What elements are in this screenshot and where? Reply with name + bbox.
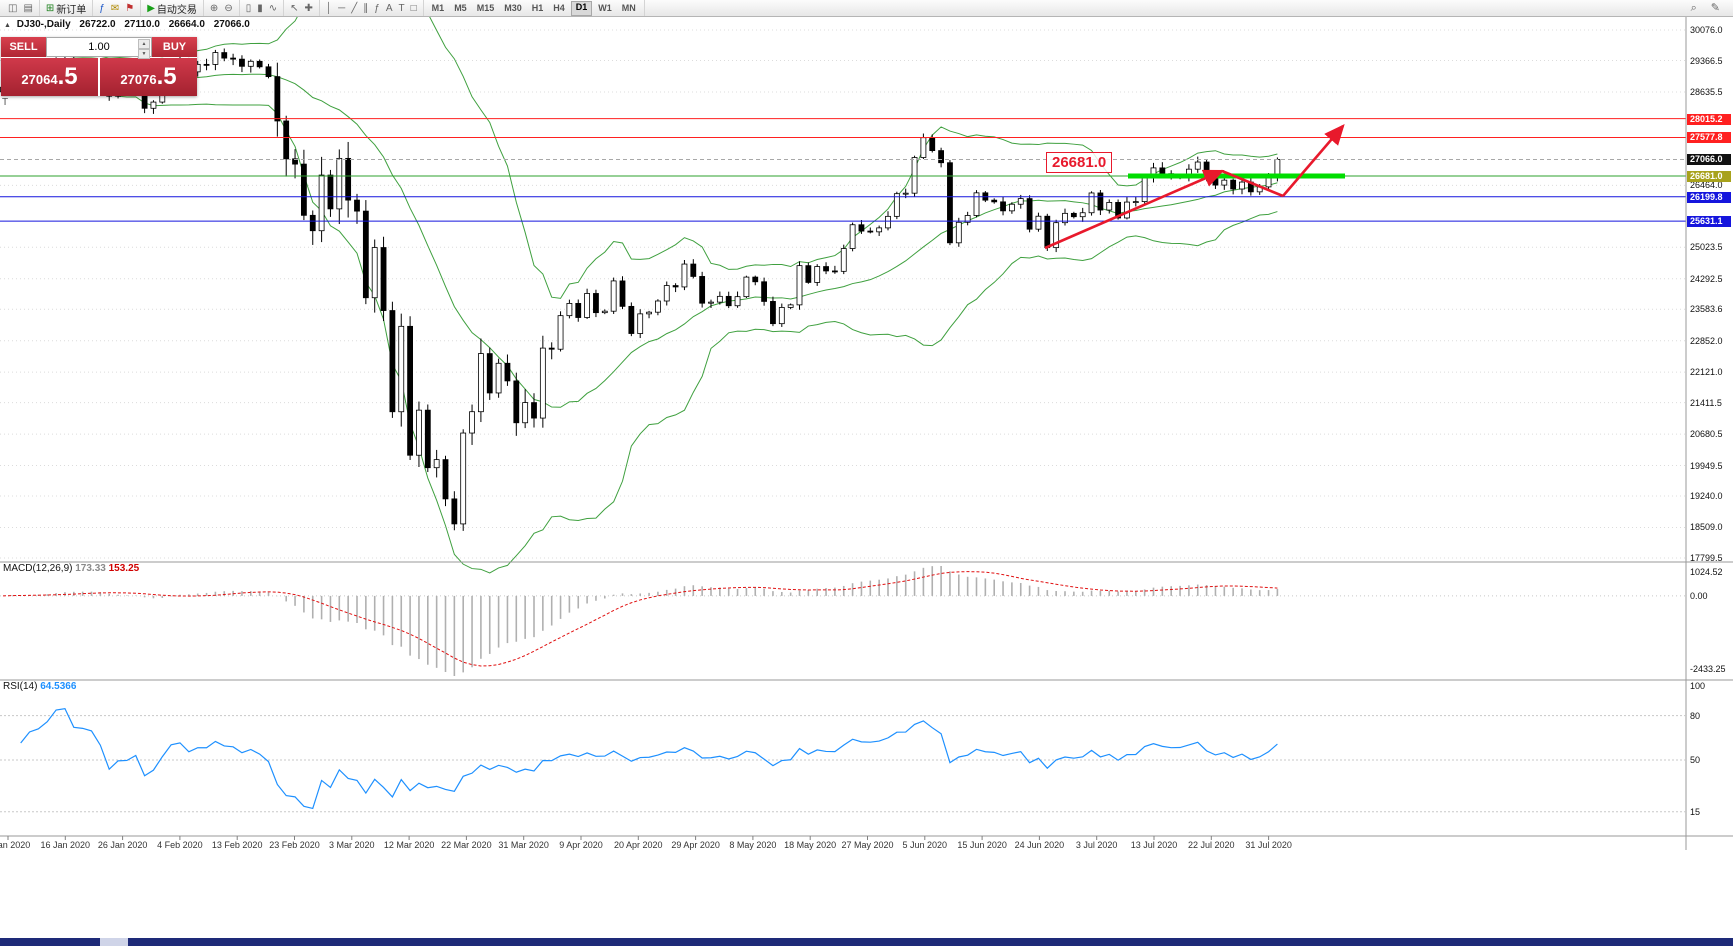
timeframe-w1[interactable]: W1 — [598, 2, 612, 13]
zoom-in-icon[interactable]: ⊕ — [209, 2, 219, 14]
ohlc-close: 27066.0 — [213, 19, 250, 30]
timeframe-d1[interactable]: D1 — [570, 0, 593, 16]
level-lines — [0, 118, 1686, 222]
chart-ohlc-line: ▲ DJ30-,Daily 26722.0 27110.0 26664.0 27… — [4, 19, 256, 30]
timeframe-mn[interactable]: MN — [621, 2, 636, 13]
chart-profiles-icon[interactable]: ▤ — [23, 2, 33, 14]
timeframe-m1[interactable]: M1 — [431, 2, 445, 13]
volume-up-icon[interactable]: ▲ — [138, 39, 150, 49]
one-click-trading: SELL 1.00 ▲ ▼ BUY 27064.5 27076.5 — [1, 37, 197, 96]
autotrade-button[interactable]: ▶ 自动交易 — [147, 2, 197, 16]
horizontal-line-icon[interactable]: ─ — [338, 2, 346, 14]
timeframe-h1[interactable]: H1 — [531, 2, 544, 13]
trendline-icon[interactable]: ╱ — [351, 2, 358, 14]
object-anchor-label: T — [2, 97, 9, 108]
ohlc-open: 26722.0 — [79, 19, 116, 30]
volume-stepper: ▲ ▼ — [138, 39, 150, 59]
macd-indicator-label: MACD(12,26,9) 173.33 153.25 — [3, 563, 139, 574]
bollinger-bands — [2, 0, 1278, 574]
timeframe-m5[interactable]: M5 — [454, 2, 467, 13]
taskbar-item[interactable] — [100, 938, 128, 946]
text-icon[interactable]: A — [385, 2, 393, 14]
buy-price-main: 27076 — [120, 72, 157, 87]
vertical-line-icon[interactable]: │ — [325, 2, 333, 14]
candlesticks — [0, 48, 1281, 531]
price-tag-28015.2[interactable]: 28015.2 — [1687, 113, 1731, 125]
sell-button[interactable]: SELL — [1, 37, 46, 57]
timeframe-m30[interactable]: M30 — [504, 2, 522, 13]
buy-price-pips: .5 — [156, 63, 177, 90]
toolbar: ◫ ▤ ⊞ 新订单 ƒ ✉ ⚑ ▶ 自动交易 ⊕ ⊖ ▯ ▮ ∿ ↖ ✚ │ ─ ╱ ∥ ƒ A T □ M1 M5 M15 M30 H… — [0, 0, 1733, 17]
crosshair-icon[interactable]: ✚ — [304, 2, 313, 14]
cursor-icon[interactable]: ↖ — [290, 2, 299, 14]
macd-main-value: 173.33 — [75, 563, 106, 574]
fibonacci-icon[interactable]: ƒ — [374, 2, 380, 14]
rsi-value: 64.5366 — [40, 681, 77, 692]
symbol-name: DJ30-,Daily — [16, 19, 71, 30]
line-chart-icon[interactable]: ∿ — [268, 2, 278, 14]
mailbox-icon[interactable]: ✉ — [110, 2, 120, 14]
expand-icon[interactable]: ▲ — [4, 22, 11, 29]
macd-signal-line — [2, 571, 1278, 667]
rsi-indicator-label: RSI(14) 64.5366 — [3, 681, 76, 692]
search-icon[interactable]: ⌕ — [1690, 1, 1697, 14]
price-tag-26681.0[interactable]: 26681.0 — [1687, 171, 1731, 182]
sell-price-pips: .5 — [57, 63, 78, 90]
edit-icon[interactable]: ✎ — [1710, 1, 1720, 14]
sell-price-button[interactable]: 27064.5 — [1, 58, 98, 96]
label-icon[interactable]: T — [398, 2, 405, 14]
taskbar — [0, 938, 1733, 946]
macd-title: MACD(12,26,9) — [3, 563, 73, 574]
buy-price-button[interactable]: 27076.5 — [100, 58, 197, 96]
zoom-out-icon[interactable]: ⊖ — [224, 2, 233, 14]
rsi-title: RSI(14) — [3, 681, 38, 692]
new-order-button[interactable]: ⊞ 新订单 — [45, 2, 87, 16]
price-tag-27577.8[interactable]: 27577.8 — [1687, 132, 1731, 144]
volume-down-icon[interactable]: ▼ — [138, 49, 150, 59]
ohlc-low: 26664.0 — [168, 19, 205, 30]
candlestick-chart-icon[interactable]: ▮ — [257, 2, 263, 14]
channel-icon[interactable]: ∥ — [363, 2, 369, 14]
price-gridlines — [0, 29, 1686, 559]
volume-value: 1.00 — [88, 41, 110, 53]
rsi-line — [20, 707, 1278, 810]
timeframe-m15[interactable]: M15 — [476, 2, 495, 13]
alerts-icon[interactable]: ⚑ — [125, 2, 135, 14]
timeframe-h4[interactable]: H4 — [553, 2, 565, 13]
price-tag-25631.1[interactable]: 25631.1 — [1687, 216, 1731, 228]
price-tag-26199.8[interactable]: 26199.8 — [1687, 191, 1731, 203]
trend-arrows[interactable] — [1044, 124, 1345, 250]
charts-icon[interactable]: ◫ — [8, 2, 18, 14]
indicators-icon[interactable]: ƒ — [99, 2, 105, 14]
ohlc-high: 27110.0 — [124, 19, 160, 30]
sell-price-main: 27064 — [21, 72, 58, 87]
macd-signal-value: 153.25 — [108, 563, 140, 574]
bar-chart-icon[interactable]: ▯ — [245, 2, 252, 14]
buy-button[interactable]: BUY — [152, 37, 197, 57]
price-tag-27066.0[interactable]: 27066.0 — [1687, 154, 1731, 166]
price-annotation[interactable]: 26681.0 — [1046, 152, 1113, 173]
volume-input[interactable]: 1.00 ▲ ▼ — [46, 37, 152, 59]
shapes-icon[interactable]: □ — [410, 2, 417, 14]
macd-histogram — [11, 566, 1279, 676]
